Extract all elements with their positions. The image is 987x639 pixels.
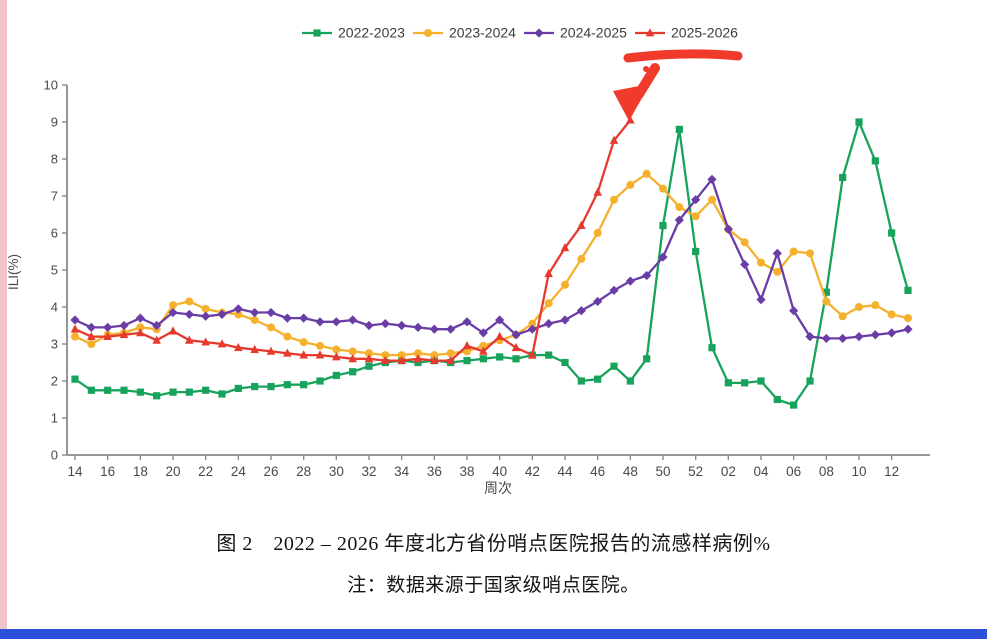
legend-item-2023-2024: 2023-2024 (413, 25, 516, 41)
hand-drawn-underline (623, 49, 743, 63)
x-tick-label: 30 (329, 464, 344, 479)
x-tick-label: 08 (819, 464, 834, 479)
hand-drawn-mark (643, 66, 649, 72)
hand-drawn-arrow-head (613, 84, 650, 121)
bottom-blue-bar (0, 629, 987, 639)
x-tick-label: 36 (427, 464, 442, 479)
y-axis-label: ILI(%) (6, 254, 21, 290)
y-tick-label: 4 (51, 300, 58, 315)
x-tick-label: 44 (557, 464, 573, 479)
legend-item-2024-2025: 2024-2025 (524, 25, 627, 41)
x-tick-label: 06 (786, 464, 801, 479)
series-2025-2026 (70, 115, 635, 365)
x-tick-label: 10 (851, 464, 866, 479)
x-tick-label: 28 (296, 464, 311, 479)
y-tick-label: 3 (51, 337, 58, 352)
y-tick-label: 2 (51, 374, 58, 389)
y-tick-label: 7 (51, 189, 58, 204)
x-tick-label: 46 (590, 464, 605, 479)
x-tick-label: 14 (67, 464, 83, 479)
x-tick-label: 02 (721, 464, 736, 479)
series-2024-2025 (70, 174, 913, 344)
x-tick-label: 04 (753, 464, 769, 479)
y-tick-label: 1 (51, 411, 58, 426)
x-tick-label: 50 (655, 464, 670, 479)
y-tick-label: 9 (51, 115, 58, 130)
x-tick-label: 24 (231, 464, 247, 479)
chart-series (70, 115, 913, 409)
series-2022-2023 (71, 118, 912, 409)
series-2023-2024 (71, 169, 912, 360)
x-tick-label: 52 (688, 464, 703, 479)
x-tick-label: 22 (198, 464, 213, 479)
x-tick-label: 42 (525, 464, 540, 479)
x-tick-label: 16 (100, 464, 115, 479)
y-tick-label: 8 (51, 152, 58, 167)
x-tick-label: 40 (492, 464, 507, 479)
legend-label: 2023-2024 (449, 25, 516, 41)
x-tick-label: 34 (394, 464, 410, 479)
hand-drawn-annotations (613, 49, 743, 121)
x-tick-label: 12 (884, 464, 899, 479)
x-tick-label: 32 (361, 464, 376, 479)
x-tick-label: 26 (263, 464, 278, 479)
y-tick-label: 0 (51, 448, 58, 463)
y-tick-label: 10 (44, 78, 58, 93)
y-tick-label: 5 (51, 263, 58, 278)
x-tick-label: 18 (133, 464, 148, 479)
y-tick-label: 6 (51, 226, 58, 241)
legend-label: 2025-2026 (671, 25, 738, 41)
x-tick-label: 38 (459, 464, 474, 479)
legend-item-2025-2026: 2025-2026 (635, 25, 738, 41)
page-edge-strip (0, 0, 7, 639)
ili-chart-area: 0 1 2 3 4 5 6 7 8 9 10 14 16 18 20 22 24 26 28 30 32 34 36 38 40… (6, 25, 930, 496)
legend-item-2022-2023: 2022-2023 (302, 25, 405, 41)
figure-note: 注：数据来源于国家级哨点医院。 (347, 575, 640, 596)
legend-label: 2022-2023 (338, 25, 405, 41)
figure-title: 图 2 2022 – 2026 年度北方省份哨点医院报告的流感样病例% (216, 533, 771, 555)
legend-label: 2024-2025 (560, 25, 627, 41)
figure-caption: 图 2 2022 – 2026 年度北方省份哨点医院报告的流感样病例% 注：数据… (0, 527, 987, 597)
chart-legend: 2022-2023 2023-2024 2024-2025 2025-2026 (302, 25, 738, 41)
x-axis-label: 周次 (484, 480, 512, 496)
x-tick-label: 20 (165, 464, 180, 479)
x-tick-label: 48 (623, 464, 638, 479)
